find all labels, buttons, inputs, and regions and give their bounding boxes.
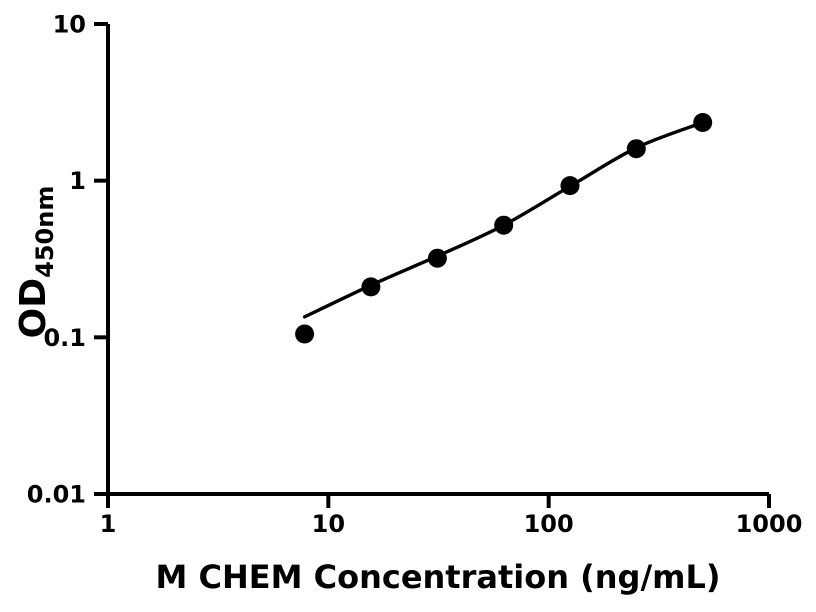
data-point <box>494 215 514 235</box>
data-point <box>560 176 580 196</box>
y-axis-title-main: OD <box>13 278 54 339</box>
data-point <box>693 113 713 132</box>
x-tick-label: 10 <box>312 510 345 538</box>
x-tick-label: 100 <box>524 510 574 538</box>
data-point <box>295 324 315 344</box>
data-point <box>427 248 447 268</box>
x-axis-title: M CHEM Concentration (ng/mL) <box>156 558 721 596</box>
data-point <box>626 139 646 159</box>
y-tick-label: 1 <box>69 167 86 195</box>
axes-layer: 10 1 0.1 0.01 1 10 100 1000 <box>27 11 803 539</box>
plot-layer <box>295 113 713 344</box>
y-axis-title: OD450nm <box>13 186 59 339</box>
x-tick-label: 1000 <box>736 510 803 538</box>
y-tick-label: 10 <box>53 11 86 39</box>
x-tick-label: 1 <box>100 510 117 538</box>
data-point <box>361 277 381 297</box>
y-tick-label: 0.1 <box>43 324 86 352</box>
y-axis-title-subscript: 450nm <box>31 186 59 278</box>
y-tick-label: 0.01 <box>27 481 86 509</box>
